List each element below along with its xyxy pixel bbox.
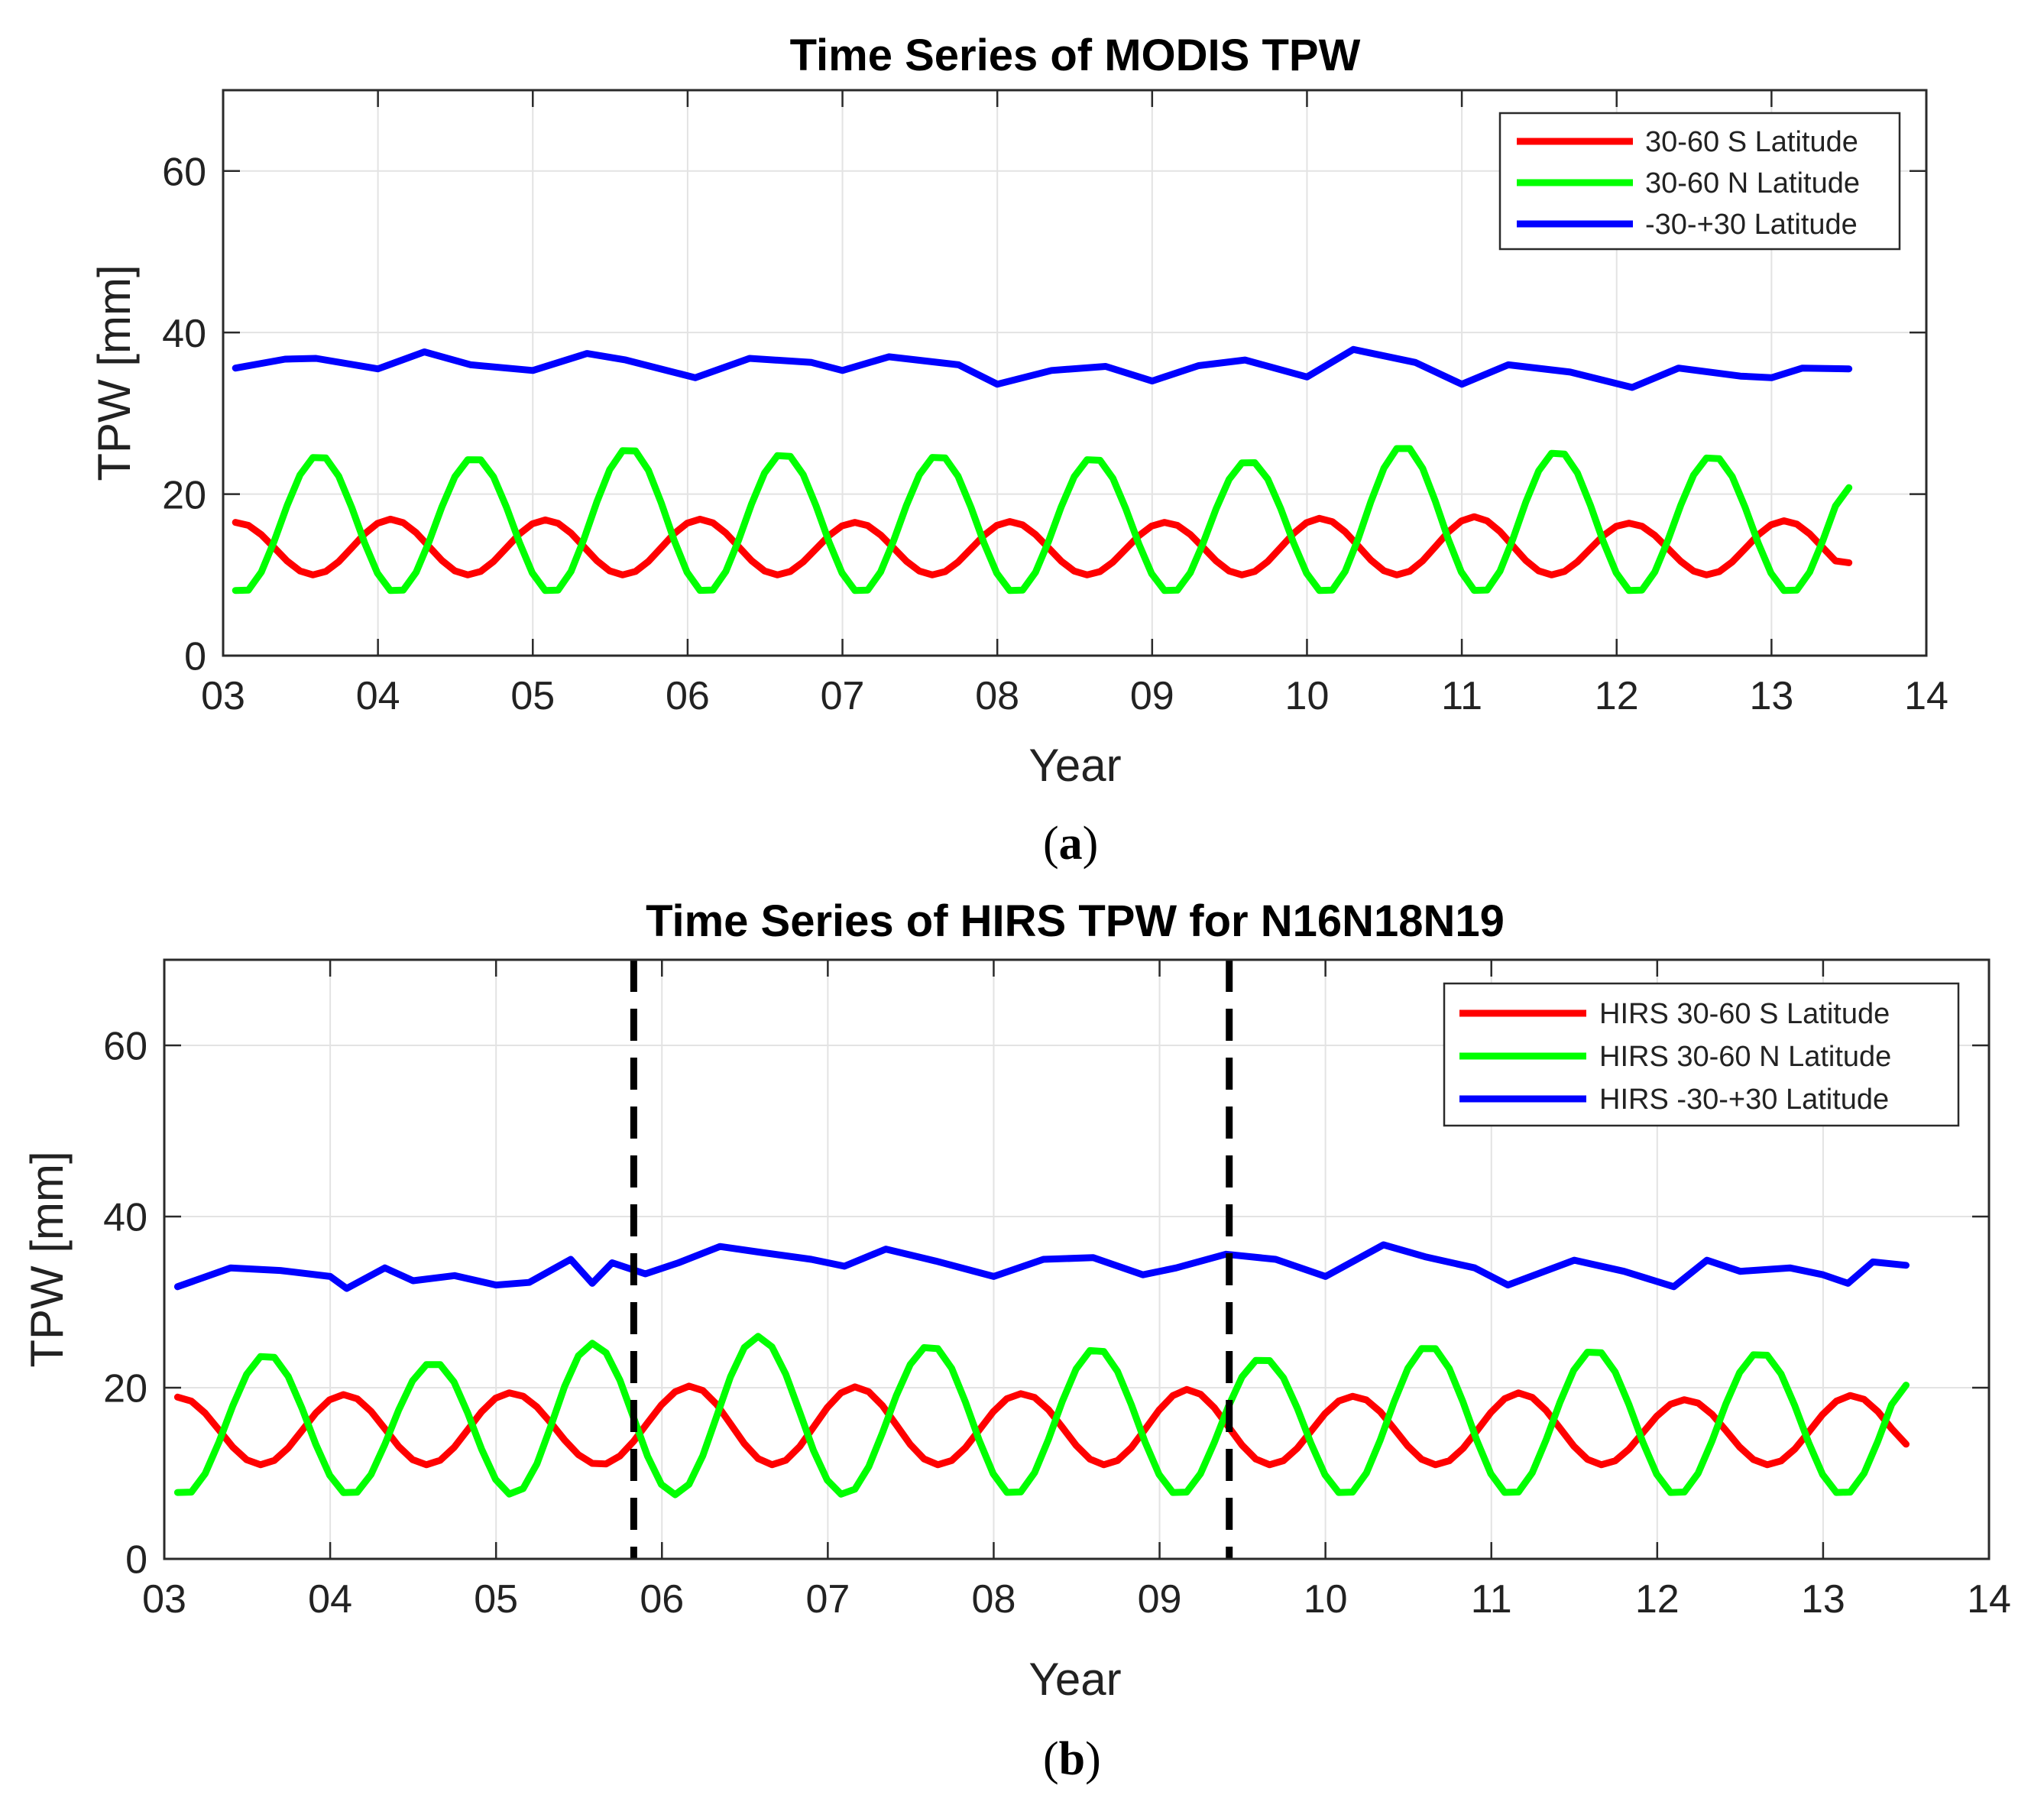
- panel-a-x-tick-label-10: 10: [1285, 674, 1330, 718]
- panel-b-y-axis-label: TPW [mm]: [21, 1151, 73, 1367]
- panel-b-x-tick-label-10: 10: [1304, 1577, 1348, 1622]
- panel-a-x-tick-label-13: 13: [1749, 674, 1793, 718]
- panel-b-x-tick-label-6: 06: [640, 1577, 684, 1622]
- panel-a-x-axis-label: Year: [1028, 740, 1121, 791]
- panel-a-x-tick-label-4: 04: [356, 674, 400, 718]
- panel-b-x-tick-label-13: 13: [1801, 1577, 1845, 1622]
- panel-a-series-line-southern: [232, 513, 1853, 578]
- panel-a-caption-letter: a: [1059, 818, 1083, 870]
- panel-a-title: Time Series of MODIS TPW: [790, 31, 1361, 80]
- panel-b-grid: [164, 960, 1989, 1559]
- panel-b-y-tick-label-20: 20: [103, 1367, 147, 1411]
- panel-a-x-tick-label-3: 03: [201, 674, 245, 718]
- panel-b-caption-letter: b: [1059, 1733, 1085, 1785]
- panel-b-y-tick-label-0: 0: [125, 1538, 147, 1583]
- panel-a-plot-frame: [222, 89, 1928, 657]
- panel-a-series: [232, 345, 1853, 595]
- panel-b-legend-label-s: HIRS 30-60 S Latitude: [1599, 998, 1890, 1030]
- panel-b-x-axis-label: Year: [1028, 1654, 1121, 1705]
- panel-b-x-tick-label-9: 09: [1138, 1577, 1182, 1622]
- panel-b-legend-label-tropics: HIRS -30-+30 Latitude: [1599, 1084, 1889, 1116]
- panel-a-x-tick-label-9: 09: [1130, 674, 1174, 718]
- panel-b-y-tick-label-40: 40: [103, 1196, 147, 1240]
- panel-b-series-line-northern: [173, 1333, 1910, 1499]
- panel-a-y-tick-label-20: 20: [162, 473, 206, 517]
- panel-b-legend-label-n: HIRS 30-60 N Latitude: [1599, 1041, 1891, 1073]
- panel-a-chart: Time Series of MODIS TPW 03 04 05 06 07 08 09 1…: [89, 31, 1948, 870]
- panel-a-x-tick-label-8: 08: [975, 674, 1019, 718]
- panel-a-y-tick-label-40: 40: [162, 312, 206, 356]
- panel-b-plot-frame: [163, 958, 1991, 1560]
- panel-a-ticks: 03 04 05 06 07 08 09 10 11 12 13 14 0 20 40 60: [162, 90, 1948, 718]
- panel-a-x-tick-label-14: 14: [1904, 674, 1948, 718]
- panel-b-x-tick-label-5: 05: [474, 1577, 518, 1622]
- panel-a-x-tick-label-12: 12: [1595, 674, 1639, 718]
- panel-a-x-tick-label-11: 11: [1441, 674, 1482, 718]
- panel-a-series-line-northern: [232, 445, 1853, 595]
- panel-b-caption-label: (b): [1043, 1733, 1101, 1785]
- panel-a-y-tick-label-60: 60: [162, 150, 206, 194]
- panel-a-series-line-tropics: [232, 345, 1853, 391]
- panel-b-x-tick-label-12: 12: [1635, 1577, 1680, 1622]
- panel-a-y-tick-label-0: 0: [184, 635, 206, 679]
- panel-b-x-tick-label-7: 07: [805, 1577, 850, 1622]
- panel-b-y-tick-label-60: 60: [103, 1025, 147, 1069]
- panel-a-x-tick-label-5: 05: [510, 674, 555, 718]
- panel-a-legend-label-tropics: -30-+30 Latitude: [1645, 209, 1858, 241]
- panel-b-series-line-tropics: [173, 1241, 1910, 1292]
- panel-a-x-tick-label-7: 07: [821, 674, 865, 718]
- panel-a-x-tick-label-6: 06: [666, 674, 710, 718]
- panel-b-x-tick-label-8: 08: [972, 1577, 1016, 1622]
- panel-b-dashed-markers: [630, 960, 1233, 1559]
- panel-b-legend: HIRS 30-60 S Latitude HIRS 30-60 N Latit…: [1443, 982, 1960, 1127]
- panel-b-chart: Time Series of HIRS TPW for N16N18N19 03…: [21, 896, 2011, 1785]
- panel-a-caption-label: (a): [1043, 818, 1098, 870]
- panel-b-x-tick-label-11: 11: [1471, 1577, 1512, 1622]
- panel-b-x-tick-label-3: 03: [142, 1577, 186, 1622]
- panel-b-series: [173, 1241, 1910, 1499]
- panel-a-y-axis-label: TPW [mm]: [89, 264, 140, 481]
- panel-b-series-line-southern: [173, 1382, 1910, 1469]
- panel-a-legend-label-s: 30-60 S Latitude: [1645, 126, 1858, 158]
- panel-b-ticks: 03 04 05 06 07 08 09 10 11 12 13 14 0 20 40 60: [103, 960, 2011, 1622]
- panel-a-grid: [223, 90, 1926, 656]
- panel-b-x-tick-label-14: 14: [1967, 1577, 2011, 1622]
- panel-a-legend-label-n: 30-60 N Latitude: [1645, 167, 1860, 199]
- panel-a-legend: 30-60 S Latitude 30-60 N Latitude -30-+3…: [1498, 112, 1901, 251]
- panel-b-title: Time Series of HIRS TPW for N16N18N19: [646, 896, 1505, 946]
- panel-b-x-tick-label-4: 04: [308, 1577, 352, 1622]
